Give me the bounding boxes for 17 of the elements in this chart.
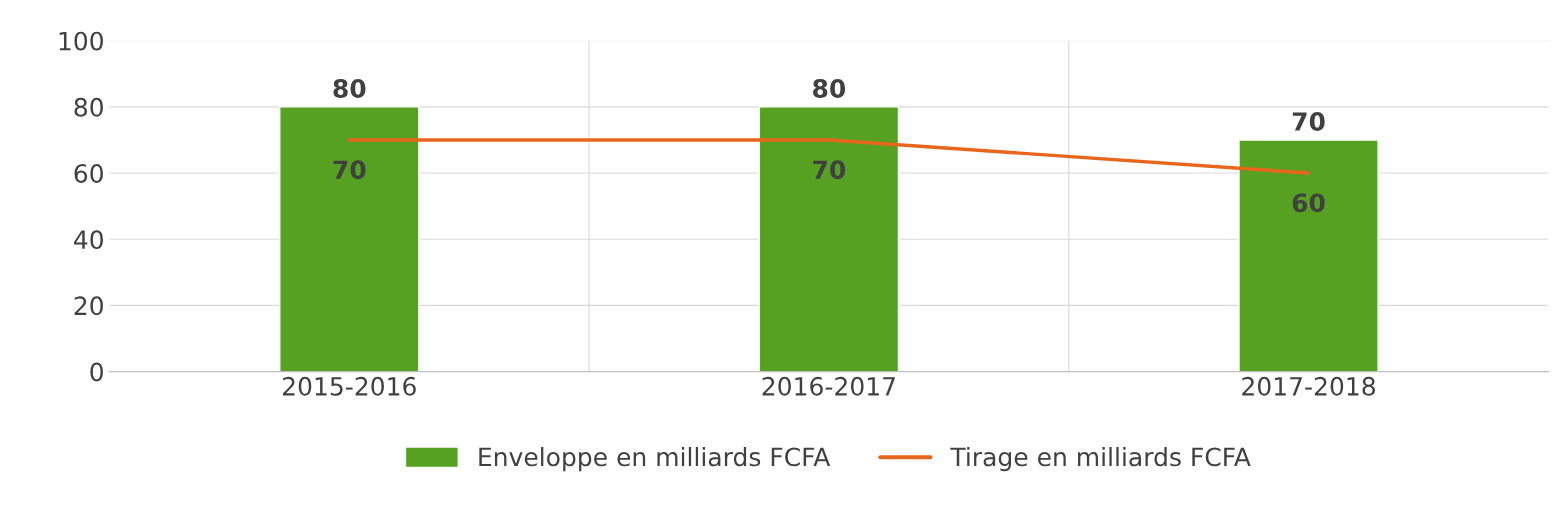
y-tick-label: 100	[59, 31, 103, 51]
y-tick-label: 80	[74, 97, 103, 117]
data-label: 70	[333, 160, 366, 180]
data-label: 70	[1292, 112, 1325, 131]
data-label: 70	[813, 160, 846, 180]
x-tick-label: 2016-2017	[762, 376, 895, 396]
legend-label: Tirage en milliards FCFA	[950, 447, 1251, 472]
x-tick-label: 2015-2016	[282, 376, 416, 396]
x-tick-label: 2017-2018	[1242, 376, 1375, 396]
data-label: 80	[333, 78, 366, 98]
y-tick-label: 20	[74, 296, 103, 316]
y-tick-label: 60	[74, 164, 103, 183]
legend-label: Enveloppe en milliards FCFA	[479, 447, 831, 472]
data-label: 60	[1292, 193, 1325, 213]
y-tick-label: 0	[90, 362, 103, 382]
y-tick-label: 40	[74, 230, 103, 250]
data-label: 80	[813, 78, 846, 98]
